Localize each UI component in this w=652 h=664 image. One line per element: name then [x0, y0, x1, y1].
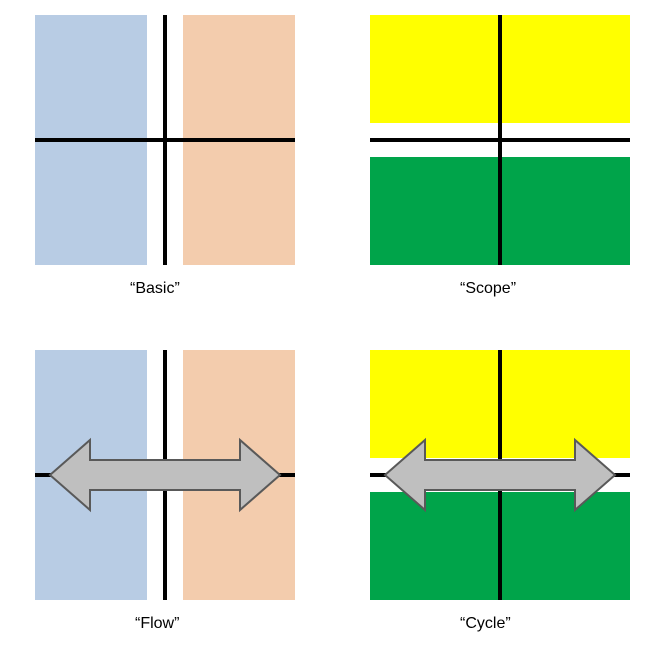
panel-cycle — [370, 350, 630, 600]
cycle-arrow-icon — [385, 440, 615, 510]
flow-label: “Flow” — [135, 615, 179, 633]
basic-v-axis — [163, 15, 167, 265]
scope-v-axis — [498, 15, 502, 265]
flow-arrow-icon — [50, 440, 280, 510]
flow-arrow-shape — [50, 440, 280, 510]
panel-flow — [35, 350, 295, 600]
panel-basic — [35, 15, 295, 265]
basic-label: “Basic” — [130, 280, 180, 298]
scope-label: “Scope” — [460, 280, 516, 298]
diagram-canvas: “Basic” “Scope” “Flow” “Cycle” — [0, 0, 652, 664]
panel-scope — [370, 15, 630, 265]
cycle-label: “Cycle” — [460, 615, 511, 633]
cycle-arrow-shape — [385, 440, 615, 510]
